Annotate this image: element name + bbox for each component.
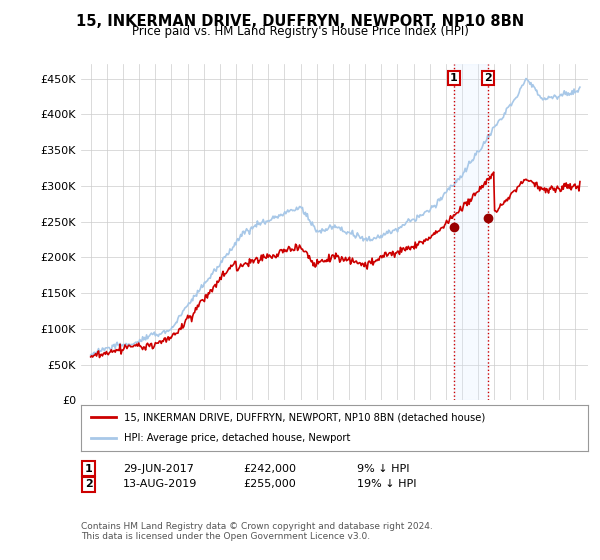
Text: 1: 1: [450, 73, 458, 83]
Text: 1: 1: [85, 464, 92, 474]
Text: 9% ↓ HPI: 9% ↓ HPI: [357, 464, 409, 474]
Text: 2: 2: [484, 73, 492, 83]
Text: HPI: Average price, detached house, Newport: HPI: Average price, detached house, Newp…: [124, 433, 350, 444]
Text: £242,000: £242,000: [243, 464, 296, 474]
Text: 15, INKERMAN DRIVE, DUFFRYN, NEWPORT, NP10 8BN (detached house): 15, INKERMAN DRIVE, DUFFRYN, NEWPORT, NP…: [124, 412, 485, 422]
Text: 2: 2: [85, 479, 92, 489]
Bar: [454, 64, 488, 400]
Text: Price paid vs. HM Land Registry's House Price Index (HPI): Price paid vs. HM Land Registry's House …: [131, 25, 469, 38]
Text: 15, INKERMAN DRIVE, DUFFRYN, NEWPORT, NP10 8BN: 15, INKERMAN DRIVE, DUFFRYN, NEWPORT, NP…: [76, 14, 524, 29]
Text: 19% ↓ HPI: 19% ↓ HPI: [357, 479, 416, 489]
Text: Contains HM Land Registry data © Crown copyright and database right 2024.
This d: Contains HM Land Registry data © Crown c…: [81, 522, 433, 542]
Text: £255,000: £255,000: [243, 479, 296, 489]
Text: 13-AUG-2019: 13-AUG-2019: [123, 479, 197, 489]
Text: 29-JUN-2017: 29-JUN-2017: [123, 464, 194, 474]
